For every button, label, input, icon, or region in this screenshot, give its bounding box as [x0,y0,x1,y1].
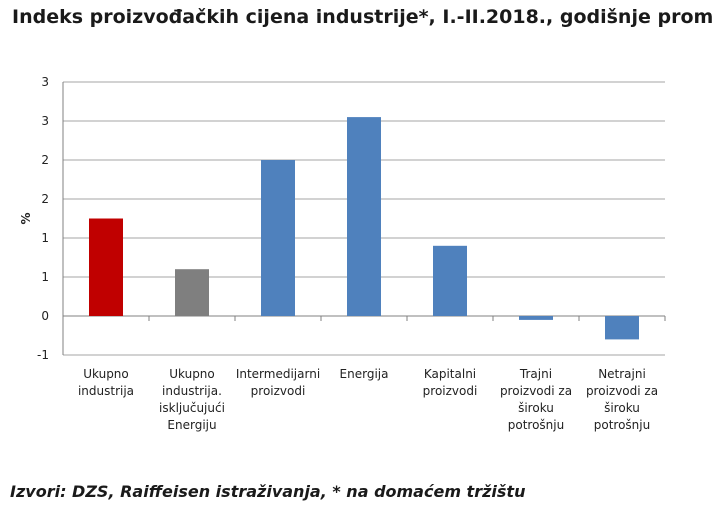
bar [175,269,209,316]
y-tick-label: 2 [41,192,49,206]
x-tick-label: Ukupno industrija [78,367,134,398]
x-tick-label: Netrajni proizvodi za široku potrošnju [586,367,658,432]
y-tick-label: -1 [37,348,49,362]
x-tick-label: Intermedijarni proizvodi [236,367,320,398]
bar-chart: -1 0 1 1 2 2 3 3% Ukupno industrija Ukupno industri… [19,75,666,432]
y-tick-label: 3 [41,75,49,89]
chart-area: -1 0 1 1 2 2 3 3% Ukupno industrija Ukupno industri… [19,75,666,432]
x-tick-label: Ukupno industrija. isključujući Energiju [159,367,225,432]
y-tick-label: 1 [41,231,49,245]
y-axis-label: % [19,212,33,224]
x-tick-label: Energija [340,367,389,381]
chart-title: Indeks proizvođačkih cijena industrije*,… [12,6,712,28]
y-tick-label: 2 [41,153,49,167]
bar [347,117,381,316]
bar [433,245,467,316]
bar [605,316,639,340]
bar [519,316,553,320]
x-tick-label: Kapitalni proizvodi [423,367,478,398]
source-note: Izvori: DZS, Raiffeisen istraživanja, * … [10,482,526,501]
bar [261,160,295,316]
y-tick-label: 3 [41,114,49,128]
x-tick-label: Trajni proizvodi za široku potrošnju [500,367,572,432]
y-tick-label: 1 [41,270,49,284]
y-tick-label: 0 [41,309,49,323]
bar [89,218,123,316]
